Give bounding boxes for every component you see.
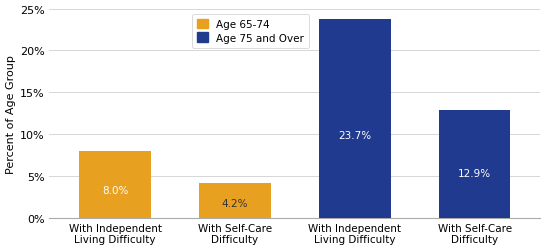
- Text: 12.9%: 12.9%: [458, 168, 491, 178]
- Bar: [438, 110, 511, 218]
- Text: 8.0%: 8.0%: [102, 185, 128, 195]
- Bar: [319, 20, 391, 218]
- Text: 4.2%: 4.2%: [222, 198, 248, 208]
- Text: 23.7%: 23.7%: [338, 130, 371, 140]
- Legend: Age 65-74, Age 75 and Over: Age 65-74, Age 75 and Over: [192, 15, 309, 48]
- Bar: [199, 183, 271, 218]
- Bar: [79, 151, 151, 218]
- Y-axis label: Percent of Age Group: Percent of Age Group: [5, 54, 15, 173]
